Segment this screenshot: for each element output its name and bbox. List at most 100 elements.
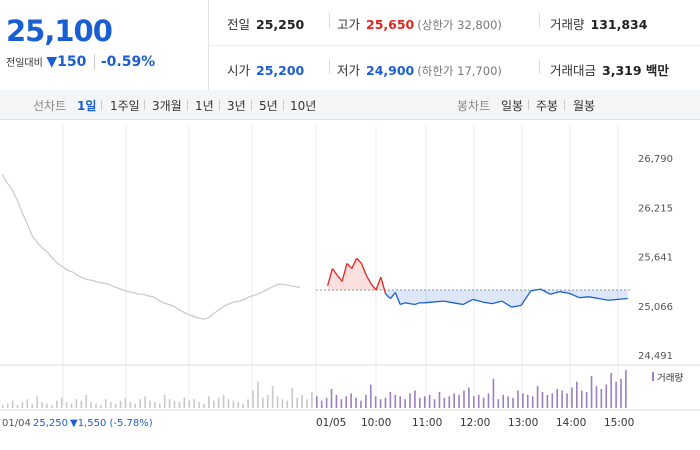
volume-bar [590,375,593,408]
tab-5year[interactable]: 5년 [259,99,278,113]
down-area [618,289,628,300]
volume-bar [419,397,421,408]
stats-panel: 전일 25,250 고가 25,650 (상한가 32,800) 거래량 131,834… [209,0,700,90]
tab-weekly[interactable]: 주봉 [536,99,559,113]
volume-bar [46,403,48,408]
volume-bar [60,397,63,408]
volume-bar [369,384,372,408]
volume-bar [208,396,210,408]
volume-bar [423,396,426,408]
volume-bar [522,393,524,408]
y-tick-label: 25,066 [638,302,673,313]
volume-bar [487,393,490,408]
today-line-segment [511,304,522,308]
volume-bar [507,396,509,408]
tab-3month[interactable]: 3개월 [152,99,182,113]
volume-bar [399,396,402,408]
volume-bar [580,390,583,408]
volume-bar [620,378,622,408]
x-tick-label: 15:00 [604,417,634,429]
down-area [569,289,580,298]
volume-bar [325,397,328,408]
volume-bar [473,396,475,408]
tab-1day[interactable]: 1일 [77,99,97,113]
volume-bar [188,400,191,408]
tab-daily[interactable]: 일봉 [501,99,524,113]
volume-legend-swatch [652,372,654,381]
today-line-segment [404,302,410,305]
down-area [472,289,483,302]
volume-bar [159,403,161,408]
volume-bar [345,396,348,408]
tab-10year[interactable]: 10년 [290,99,317,113]
tab-1week[interactable]: 1주일 [110,99,140,113]
prev-day-line [1,173,301,320]
today-line-segment [331,268,338,276]
up-area [337,275,343,290]
down-area [385,289,391,299]
volume-bar [232,400,235,408]
volume-bar [556,389,559,408]
volume-bar [448,396,451,408]
volume-bar [458,394,460,408]
volume-bar [198,402,200,408]
volume-bar [114,403,117,408]
down-area [579,289,589,298]
today-line-segment [434,300,444,303]
volume-bar [330,389,333,408]
volume-bar [301,394,303,408]
volume-bar [443,397,446,408]
today-line-segment [559,291,570,295]
volume-bar [168,399,171,408]
volume-bar [571,387,573,408]
today-line-segment [588,296,599,300]
stat-high: 고가 25,650 (상한가 32,800) [337,17,502,32]
today-line-segment [360,263,367,276]
tab-monthly[interactable]: 월봉 [573,99,596,113]
x-tick-label: 12:00 [460,417,490,429]
y-tick-label: 25,641 [638,253,673,264]
volume-bar [379,399,382,408]
volume-bar [281,399,284,408]
tab-3year[interactable]: 3년 [227,99,246,113]
price-box: 25,100 전일대비 ▼150 -0.59% [0,0,209,90]
today-line-segment [380,276,387,295]
stat-amount: 거래대금 3,319 백만 [550,63,669,78]
prev-day-change: ▼1,550 (-5.78%) [70,418,153,429]
change-label: 전일대비 [6,58,43,69]
down-area [400,289,406,305]
today-line-segment [346,262,353,269]
today-line-segment [608,298,619,301]
volume-bar [100,405,102,408]
volume-bar [262,397,264,408]
today-line-segment [491,300,503,305]
volume-bar [335,394,338,408]
volume-bar [21,402,24,408]
tab-1year[interactable]: 1년 [195,99,214,113]
volume-bar [276,396,279,408]
stat-low: 저가 24,900 (하한가 17,700) [337,63,502,78]
volume-bar [394,394,397,408]
today-line-segment [501,300,512,308]
volume-bar [477,394,480,408]
volume-bar [85,394,88,408]
volume-bar [365,394,367,408]
today-line-segment [462,298,474,306]
volume-bar [512,397,514,408]
today-line-segment [482,301,493,305]
volume-bar [6,403,9,408]
volume-bar [291,387,294,408]
down-area [492,289,502,304]
volume-bar [286,400,289,408]
volume-bar [134,403,137,408]
today-line-segment [598,297,609,301]
volume-bar [585,391,588,408]
volume-bar [41,402,43,408]
volume-bar [149,400,151,408]
today-line-segment [617,297,628,301]
volume-bar [154,402,156,408]
volume-bar [536,386,539,408]
volume-bar [428,394,431,408]
volume-bar [222,394,225,408]
